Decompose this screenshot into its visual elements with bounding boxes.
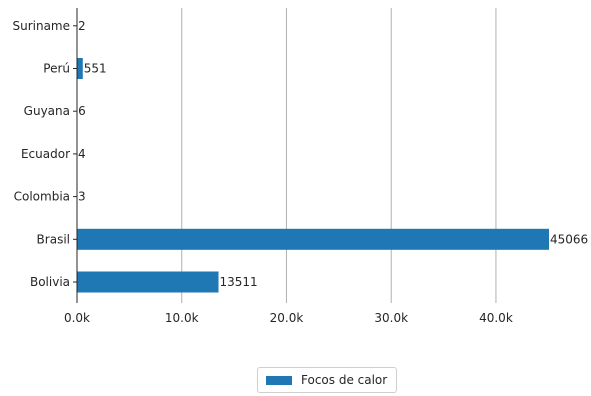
legend-label: Focos de calor (301, 373, 388, 387)
y-tick-label: Ecuador (21, 147, 70, 161)
y-tick-label: Bolivia (30, 275, 70, 289)
data-labels: 13511 45066 3 4 6 551 2 (78, 19, 588, 289)
data-label: 3 (78, 190, 86, 204)
bar-bolivia (77, 271, 219, 293)
y-tick-label: Perú (43, 62, 70, 76)
x-tick-label: 30.0k (374, 311, 408, 325)
x-tick-label: 40.0k (479, 311, 513, 325)
y-tick-label: Guyana (24, 104, 70, 118)
x-tick-label: 10.0k (165, 311, 199, 325)
data-label: 4 (78, 147, 86, 161)
y-tick-labels: Bolivia Brasil Colombia Ecuador Guyana Perú Su… (12, 19, 77, 289)
grid-lines (181, 8, 497, 303)
bars-group (77, 15, 549, 293)
y-tick-label: Suriname (12, 19, 70, 33)
legend-swatch (266, 375, 292, 385)
data-label: 551 (84, 62, 107, 76)
y-tick-label: Colombia (14, 190, 70, 204)
data-label: 45066 (550, 232, 588, 246)
bar-brasil (77, 228, 549, 250)
bar-perú (77, 58, 83, 79)
data-label: 13511 (220, 275, 258, 289)
data-label: 6 (78, 104, 86, 118)
y-tick-label: Brasil (37, 232, 70, 246)
data-label: 2 (78, 19, 86, 33)
legend: Focos de calor (257, 367, 398, 393)
x-tick-labels: 0.0k 10.0k 20.0k 30.0k 40.0k (64, 311, 513, 325)
x-tick-label: 0.0k (64, 311, 90, 325)
x-tick-label: 20.0k (270, 311, 304, 325)
